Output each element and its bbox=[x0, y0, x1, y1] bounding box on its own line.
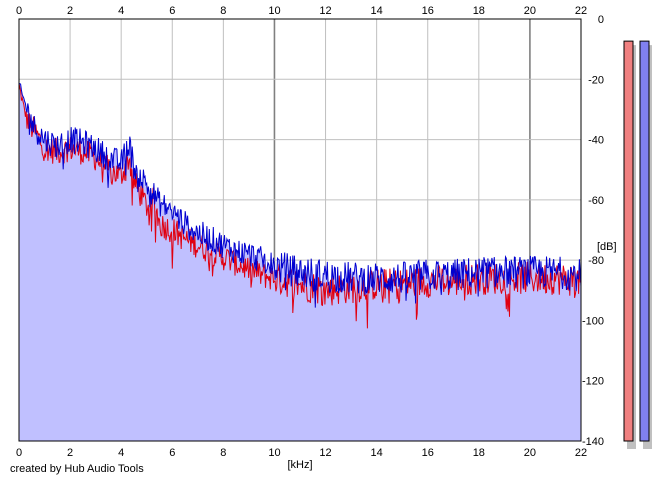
y-axis-label: [dB] bbox=[597, 241, 617, 253]
plot-frame bbox=[18, 18, 582, 442]
x-tick-label-bottom: 22 bbox=[575, 447, 587, 459]
y-tick-label: -80 bbox=[588, 255, 604, 267]
x-tick-label-bottom: 0 bbox=[16, 447, 22, 459]
x-tick-label-bottom: 16 bbox=[422, 447, 434, 459]
x-tick-label-bottom: 6 bbox=[169, 447, 175, 459]
x-tick-label-top: 8 bbox=[220, 5, 226, 17]
y-tick-label: -20 bbox=[588, 74, 604, 86]
x-tick-label-bottom: 8 bbox=[220, 447, 226, 459]
y-tick-label: -100 bbox=[582, 315, 604, 327]
x-tick-label-bottom: 14 bbox=[371, 447, 383, 459]
y-tick-labels: 0 -20 -40 -60 -80 -100 -120 -140 bbox=[582, 14, 604, 448]
x-tick-label-bottom: 10 bbox=[268, 447, 280, 459]
y-tick-label: -120 bbox=[582, 376, 604, 388]
y-tick-label: 0 bbox=[598, 14, 604, 26]
x-tick-label-bottom: 12 bbox=[319, 447, 331, 459]
level-meter-bar-1 bbox=[623, 40, 634, 442]
x-tick-label-top: 18 bbox=[473, 5, 485, 17]
x-tick-label-top: 14 bbox=[371, 5, 383, 17]
x-tick-label-top: 22 bbox=[575, 5, 587, 17]
x-tick-label-top: 10 bbox=[268, 5, 280, 17]
y-tick-label: -40 bbox=[588, 135, 604, 147]
series-layer bbox=[18, 83, 582, 329]
credit-text: created by Hub Audio Tools bbox=[10, 463, 144, 475]
series-line-2 bbox=[18, 83, 582, 308]
x-tick-label-bottom: 18 bbox=[473, 447, 485, 459]
y-tick-label: -60 bbox=[588, 195, 604, 207]
x-axis-label: [kHz] bbox=[287, 459, 312, 471]
x-tick-label-bottom: 4 bbox=[118, 447, 124, 459]
x-tick-label-top: 2 bbox=[67, 5, 73, 17]
x-tick-label-top: 0 bbox=[16, 5, 22, 17]
x-tick-label-top: 20 bbox=[524, 5, 536, 17]
x-tick-label-top: 16 bbox=[422, 5, 434, 17]
y-tick-label: -140 bbox=[582, 436, 604, 448]
level-meters bbox=[623, 40, 652, 449]
x-tick-label-top: 6 bbox=[169, 5, 175, 17]
x-tick-label-bottom: 20 bbox=[524, 447, 536, 459]
x-tick-label-top: 12 bbox=[319, 5, 331, 17]
level-meter-bar-2 bbox=[639, 40, 650, 442]
x-tick-label-bottom: 2 bbox=[67, 447, 73, 459]
x-tick-label-top: 4 bbox=[118, 5, 124, 17]
